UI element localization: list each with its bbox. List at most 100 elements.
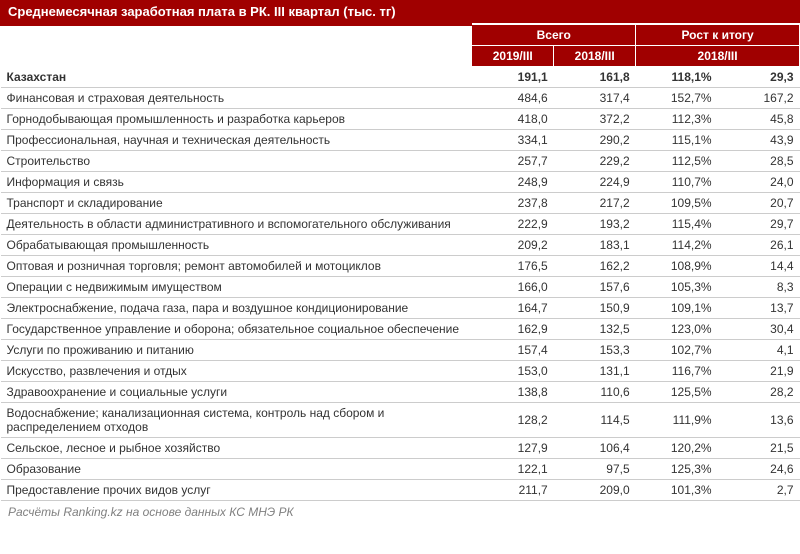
row-label: Электроснабжение, подача газа, пара и во…	[1, 298, 472, 319]
total-label: Казахстан	[1, 67, 472, 88]
row-v4: 28,2	[718, 382, 800, 403]
row-v4: 26,1	[718, 235, 800, 256]
row-v3: 109,1%	[636, 298, 718, 319]
row-v3: 116,7%	[636, 361, 718, 382]
row-v2: 110,6	[554, 382, 636, 403]
row-v2: 157,6	[554, 277, 636, 298]
row-label: Информация и связь	[1, 172, 472, 193]
table-row: Государственное управление и оборона; об…	[1, 319, 800, 340]
header-group-total: Всего	[472, 25, 636, 46]
table-row: Информация и связь248,9224,9110,7%24,0	[1, 172, 800, 193]
row-label: Сельское, лесное и рыбное хозяйство	[1, 438, 472, 459]
row-v3: 112,5%	[636, 151, 718, 172]
row-v1: 153,0	[472, 361, 554, 382]
table-row: Предоставление прочих видов услуг211,720…	[1, 480, 800, 501]
row-v3: 123,0%	[636, 319, 718, 340]
row-label: Здравоохранение и социальные услуги	[1, 382, 472, 403]
row-v1: 211,7	[472, 480, 554, 501]
row-v2: 114,5	[554, 403, 636, 438]
row-label: Государственное управление и оборона; об…	[1, 319, 472, 340]
row-v1: 164,7	[472, 298, 554, 319]
table-row: Сельское, лесное и рыбное хозяйство127,9…	[1, 438, 800, 459]
row-v3: 102,7%	[636, 340, 718, 361]
row-v4: 13,7	[718, 298, 800, 319]
row-v2: 209,0	[554, 480, 636, 501]
row-v1: 176,5	[472, 256, 554, 277]
row-v4: 167,2	[718, 88, 800, 109]
row-v1: 484,6	[472, 88, 554, 109]
row-v1: 257,7	[472, 151, 554, 172]
row-v2: 183,1	[554, 235, 636, 256]
row-v1: 334,1	[472, 130, 554, 151]
table-row: Строительство257,7229,2112,5%28,5	[1, 151, 800, 172]
row-label: Строительство	[1, 151, 472, 172]
row-v2: 193,2	[554, 214, 636, 235]
row-label: Образование	[1, 459, 472, 480]
table-row: Профессиональная, научная и техническая …	[1, 130, 800, 151]
row-v2: 153,3	[554, 340, 636, 361]
row-v4: 13,6	[718, 403, 800, 438]
row-v1: 138,8	[472, 382, 554, 403]
table-row: Обрабатывающая промышленность209,2183,11…	[1, 235, 800, 256]
row-v4: 43,9	[718, 130, 800, 151]
row-v4: 2,7	[718, 480, 800, 501]
header-group-growth: Рост к итогу	[636, 25, 800, 46]
table-row: Операции с недвижимым имуществом166,0157…	[1, 277, 800, 298]
row-label: Деятельность в области административного…	[1, 214, 472, 235]
row-v3: 101,3%	[636, 480, 718, 501]
row-label: Транспорт и складирование	[1, 193, 472, 214]
table-title: Среднемесячная заработная плата в РК. II…	[0, 0, 800, 23]
row-v4: 28,5	[718, 151, 800, 172]
row-v2: 131,1	[554, 361, 636, 382]
row-v1: 162,9	[472, 319, 554, 340]
row-v3: 125,3%	[636, 459, 718, 480]
salary-table: Всего Рост к итогу 2019/III 2018/III 201…	[0, 23, 800, 501]
table-row: Услуги по проживанию и питанию157,4153,3…	[1, 340, 800, 361]
row-v3: 110,7%	[636, 172, 718, 193]
row-label: Обрабатывающая промышленность	[1, 235, 472, 256]
row-v1: 248,9	[472, 172, 554, 193]
row-v4: 8,3	[718, 277, 800, 298]
row-label: Горнодобывающая промышленность и разрабо…	[1, 109, 472, 130]
row-v3: 152,7%	[636, 88, 718, 109]
total-row: Казахстан 191,1 161,8 118,1% 29,3	[1, 67, 800, 88]
header-2019-3: 2019/III	[472, 46, 554, 67]
table-row: Здравоохранение и социальные услуги138,8…	[1, 382, 800, 403]
header-row-1: Всего Рост к итогу	[1, 25, 800, 46]
row-v2: 290,2	[554, 130, 636, 151]
row-label: Оптовая и розничная торговля; ремонт авт…	[1, 256, 472, 277]
row-v2: 150,9	[554, 298, 636, 319]
row-v1: 128,2	[472, 403, 554, 438]
row-v1: 127,9	[472, 438, 554, 459]
row-label: Услуги по проживанию и питанию	[1, 340, 472, 361]
row-v2: 217,2	[554, 193, 636, 214]
table-row: Деятельность в области административного…	[1, 214, 800, 235]
table-row: Водоснабжение; канализационная система, …	[1, 403, 800, 438]
header-2018-3a: 2018/III	[554, 46, 636, 67]
row-v3: 109,5%	[636, 193, 718, 214]
table-row: Образование122,197,5125,3%24,6	[1, 459, 800, 480]
row-v4: 14,4	[718, 256, 800, 277]
row-v4: 29,7	[718, 214, 800, 235]
row-v3: 115,4%	[636, 214, 718, 235]
row-v1: 157,4	[472, 340, 554, 361]
row-v3: 108,9%	[636, 256, 718, 277]
header-2018-3b: 2018/III	[636, 46, 800, 67]
row-v2: 97,5	[554, 459, 636, 480]
table-row: Электроснабжение, подача газа, пара и во…	[1, 298, 800, 319]
table-row: Горнодобывающая промышленность и разрабо…	[1, 109, 800, 130]
row-label: Водоснабжение; канализационная система, …	[1, 403, 472, 438]
header-empty	[1, 25, 472, 67]
row-v4: 21,9	[718, 361, 800, 382]
table-row: Оптовая и розничная торговля; ремонт авт…	[1, 256, 800, 277]
footnote: Расчёты Ranking.kz на основе данных КС М…	[0, 501, 800, 523]
row-v2: 162,2	[554, 256, 636, 277]
row-v1: 237,8	[472, 193, 554, 214]
row-v3: 112,3%	[636, 109, 718, 130]
row-v1: 418,0	[472, 109, 554, 130]
row-label: Предоставление прочих видов услуг	[1, 480, 472, 501]
row-v4: 30,4	[718, 319, 800, 340]
row-v3: 111,9%	[636, 403, 718, 438]
row-v1: 122,1	[472, 459, 554, 480]
table-row: Искусство, развлечения и отдых153,0131,1…	[1, 361, 800, 382]
